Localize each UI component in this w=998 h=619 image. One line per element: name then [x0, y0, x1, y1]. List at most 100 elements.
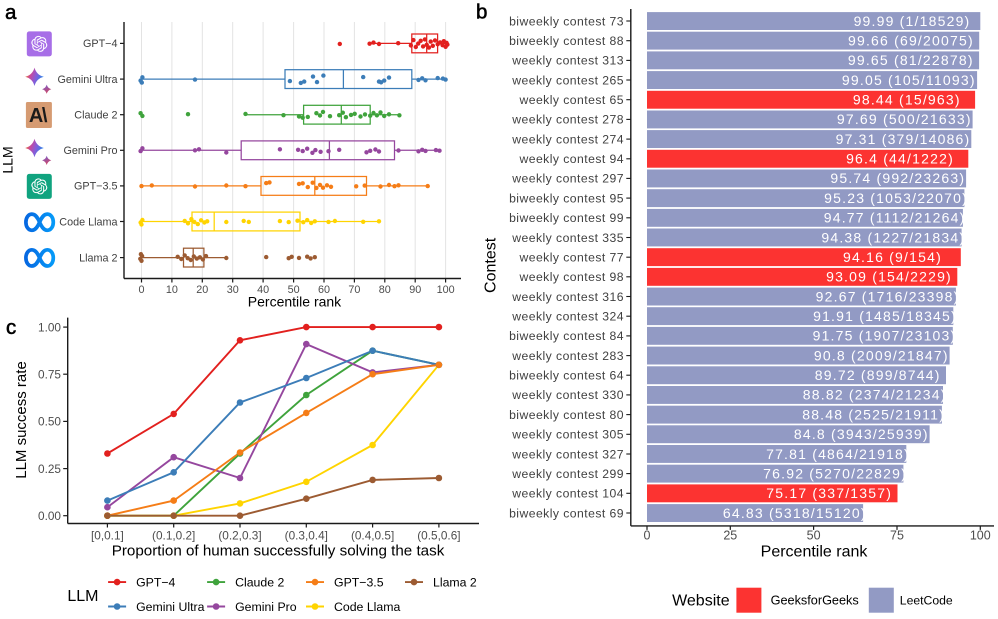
svg-text:76.92 (5270/22829): 76.92 (5270/22829) [763, 465, 907, 481]
svg-text:(0.2,0.3]: (0.2,0.3] [218, 528, 261, 542]
svg-text:0.25: 0.25 [38, 462, 61, 476]
svg-text:weekly contest 330: weekly contest 330 [511, 388, 624, 402]
svg-text:99.99 (1/18529): 99.99 (1/18529) [854, 13, 971, 29]
svg-text:Gemini Pro: Gemini Pro [63, 145, 117, 157]
svg-text:biweekly contest 95: biweekly contest 95 [509, 191, 624, 205]
svg-text:0: 0 [138, 284, 144, 296]
svg-text:70: 70 [348, 284, 360, 296]
svg-text:25: 25 [723, 529, 737, 543]
svg-text:50: 50 [288, 284, 300, 296]
svg-text:91.75 (1907/23103): 91.75 (1907/23103) [813, 328, 957, 344]
svg-text:GeeksforGeeks: GeeksforGeeks [771, 594, 859, 608]
svg-text:weekly contest 104: weekly contest 104 [511, 487, 624, 501]
svg-text:biweekly contest 84: biweekly contest 84 [509, 329, 624, 343]
svg-text:0.50: 0.50 [38, 415, 61, 429]
svg-text:b: b [476, 1, 487, 24]
svg-text:90: 90 [409, 284, 421, 296]
svg-text:90.8 (2009/21847): 90.8 (2009/21847) [814, 347, 949, 363]
svg-text:75: 75 [890, 529, 904, 543]
svg-text:(0.4,0.5]: (0.4,0.5] [351, 528, 394, 542]
svg-text:LLM: LLM [67, 588, 98, 605]
svg-text:weekly contest 265: weekly contest 265 [511, 73, 624, 87]
svg-text:97.69 (500/21633): 97.69 (500/21633) [837, 111, 972, 127]
svg-text:97.31 (379/14086): 97.31 (379/14086) [836, 131, 971, 147]
svg-text:Website: Website [672, 593, 730, 610]
svg-text:[0,0.1]: [0,0.1] [91, 528, 124, 542]
svg-text:Percentile rank: Percentile rank [248, 294, 342, 310]
svg-text:Code Llama: Code Llama [334, 600, 400, 614]
svg-text:0: 0 [644, 529, 651, 543]
svg-text:88.82 (2374/21234): 88.82 (2374/21234) [803, 387, 947, 403]
svg-text:10: 10 [166, 284, 178, 296]
svg-text:biweekly contest 88: biweekly contest 88 [509, 34, 624, 48]
svg-text:60: 60 [318, 284, 330, 296]
svg-text:A\: A\ [29, 105, 48, 127]
svg-text:Code Llama: Code Llama [59, 216, 117, 228]
svg-text:98.44 (15/963): 98.44 (15/963) [853, 92, 961, 108]
svg-text:50: 50 [807, 529, 821, 543]
svg-text:weekly contest 316: weekly contest 316 [511, 290, 624, 304]
svg-text:GPT−3.5: GPT−3.5 [74, 181, 118, 193]
svg-text:GPT−4: GPT−4 [83, 38, 118, 50]
svg-text:weekly contest 305: weekly contest 305 [511, 428, 624, 442]
svg-text:weekly contest 94: weekly contest 94 [518, 152, 624, 166]
svg-text:weekly contest 77: weekly contest 77 [518, 251, 624, 265]
svg-text:100: 100 [970, 529, 991, 543]
svg-text:Proportion of human successful: Proportion of human successfully solving… [112, 542, 445, 559]
svg-text:weekly contest 274: weekly contest 274 [511, 132, 624, 146]
svg-text:77.81 (4864/21918): 77.81 (4864/21918) [766, 446, 910, 462]
svg-text:Gemini Ultra: Gemini Ultra [136, 600, 204, 614]
svg-text:0.00: 0.00 [38, 509, 61, 523]
svg-text:weekly contest 324: weekly contest 324 [511, 310, 624, 324]
svg-text:30: 30 [227, 284, 239, 296]
svg-text:75.17 (337/1357): 75.17 (337/1357) [766, 485, 892, 501]
svg-text:95.74 (992/23263): 95.74 (992/23263) [830, 170, 965, 186]
svg-text:biweekly contest 80: biweekly contest 80 [509, 408, 624, 422]
svg-text:(0.5,0.6]: (0.5,0.6] [417, 528, 460, 542]
svg-text:biweekly contest 69: biweekly contest 69 [509, 506, 624, 520]
svg-text:a: a [5, 1, 17, 24]
svg-text:40: 40 [257, 284, 269, 296]
svg-text:Gemini Pro: Gemini Pro [235, 600, 297, 614]
svg-text:20: 20 [196, 284, 208, 296]
svg-text:weekly contest 297: weekly contest 297 [511, 172, 624, 186]
svg-text:91.91 (1485/18345): 91.91 (1485/18345) [813, 308, 957, 324]
svg-text:93.09 (154/2229): 93.09 (154/2229) [826, 269, 952, 285]
svg-text:99.66 (69/20075): 99.66 (69/20075) [848, 33, 974, 49]
svg-text:biweekly contest 64: biweekly contest 64 [509, 369, 624, 383]
svg-text:64.83 (5318/15120): 64.83 (5318/15120) [723, 505, 867, 521]
svg-text:1.00: 1.00 [38, 320, 61, 334]
svg-text:Percentile rank: Percentile rank [761, 544, 869, 561]
svg-text:Llama 2: Llama 2 [79, 252, 117, 264]
svg-text:weekly contest 278: weekly contest 278 [511, 113, 624, 127]
svg-text:weekly contest 327: weekly contest 327 [511, 447, 624, 461]
svg-text:94.77 (1112/21264): 94.77 (1112/21264) [824, 210, 966, 226]
svg-text:biweekly contest 73: biweekly contest 73 [509, 14, 624, 28]
svg-text:95.23 (1053/22070): 95.23 (1053/22070) [824, 190, 968, 206]
svg-text:weekly contest 283: weekly contest 283 [511, 349, 624, 363]
svg-text:94.38 (1227/21834): 94.38 (1227/21834) [821, 229, 965, 245]
svg-text:Contest: Contest [483, 237, 500, 293]
svg-text:92.67 (1716/23398): 92.67 (1716/23398) [816, 288, 960, 304]
svg-text:Gemini Ultra: Gemini Ultra [58, 74, 118, 86]
svg-text:weekly contest 335: weekly contest 335 [511, 231, 624, 245]
svg-text:94.16 (9/154): 94.16 (9/154) [843, 249, 942, 265]
svg-text:LLM success rate: LLM success rate [13, 361, 30, 479]
svg-text:100: 100 [437, 284, 455, 296]
svg-text:(0.3,0.4]: (0.3,0.4] [285, 528, 328, 542]
svg-text:weekly contest 313: weekly contest 313 [511, 54, 624, 68]
svg-text:weekly contest 299: weekly contest 299 [511, 467, 624, 481]
svg-text:0.75: 0.75 [38, 367, 61, 381]
svg-text:LeetCode: LeetCode [900, 594, 953, 608]
svg-text:LLM: LLM [0, 146, 16, 173]
svg-text:Claude 2: Claude 2 [74, 110, 117, 122]
svg-text:c: c [6, 316, 16, 339]
svg-text:GPT−3.5: GPT−3.5 [334, 576, 384, 590]
svg-text:80: 80 [379, 284, 391, 296]
svg-text:Llama 2: Llama 2 [433, 576, 477, 590]
svg-text:Claude 2: Claude 2 [235, 576, 284, 590]
svg-text:99.65 (81/22878): 99.65 (81/22878) [848, 52, 974, 68]
svg-text:GPT−4: GPT−4 [136, 576, 175, 590]
svg-text:89.72 (899/8744): 89.72 (899/8744) [815, 367, 941, 383]
svg-text:99.05 (105/11093): 99.05 (105/11093) [842, 72, 976, 88]
